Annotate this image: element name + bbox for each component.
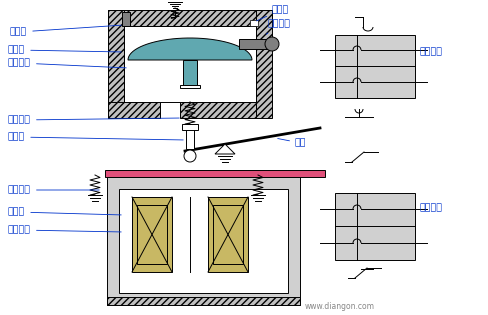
Bar (124, 26, 256, 102)
Bar (249, 20, 258, 26)
Bar (213, 205, 243, 264)
Bar (183, 60, 197, 85)
Bar (137, 205, 167, 264)
Text: 伞形活塞: 伞形活塞 (8, 59, 126, 68)
Bar (256, 10, 271, 118)
Text: 吸引线圈: 吸引线圈 (8, 226, 121, 234)
Bar (107, 297, 299, 305)
Text: 恢复弹簧: 恢复弹簧 (8, 186, 99, 194)
Bar (108, 10, 271, 26)
Bar (105, 170, 325, 177)
Bar (180, 102, 256, 118)
Text: www.diangon.com: www.diangon.com (305, 302, 374, 312)
Polygon shape (215, 144, 235, 154)
Text: 杠杆: 杠杆 (277, 139, 306, 147)
Circle shape (183, 150, 196, 162)
Text: 调节螺钉: 调节螺钉 (265, 20, 290, 34)
Circle shape (264, 37, 279, 51)
Bar (132, 197, 172, 272)
Bar (182, 124, 198, 130)
Bar (334, 35, 414, 98)
Text: 出气孔: 出气孔 (10, 25, 121, 37)
Bar (185, 124, 194, 149)
Bar (122, 12, 130, 26)
Bar (334, 193, 414, 260)
Polygon shape (128, 38, 251, 60)
Text: 活塞杆: 活塞杆 (8, 133, 183, 141)
Text: 微动开关: 微动开关 (419, 203, 442, 213)
Bar (180, 85, 200, 88)
Bar (239, 39, 270, 49)
Bar (207, 197, 247, 272)
Bar (108, 102, 160, 118)
Bar (108, 10, 124, 118)
Text: 微动开关: 微动开关 (419, 48, 442, 56)
Bar (107, 177, 299, 305)
Text: 进气孔: 进气孔 (256, 5, 289, 21)
Text: 释放弹簧: 释放弹簧 (8, 116, 179, 124)
Text: 动铁心: 动铁心 (8, 208, 121, 216)
Bar (119, 189, 287, 293)
Text: 橡皮膜: 橡皮膜 (8, 45, 121, 54)
